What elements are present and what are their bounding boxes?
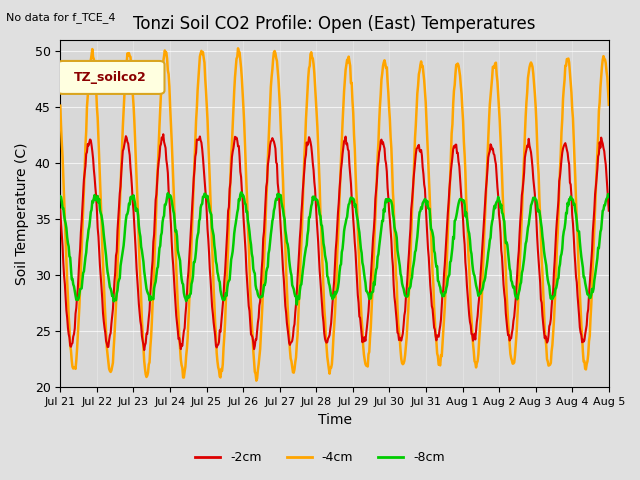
Text: TZ_soilco2: TZ_soilco2: [74, 71, 147, 84]
Title: Tonzi Soil CO2 Profile: Open (East) Temperatures: Tonzi Soil CO2 Profile: Open (East) Temp…: [133, 15, 536, 33]
X-axis label: Time: Time: [317, 413, 351, 427]
Y-axis label: Soil Temperature (C): Soil Temperature (C): [15, 143, 29, 285]
FancyBboxPatch shape: [58, 61, 164, 94]
Text: No data for f_TCE_4: No data for f_TCE_4: [6, 12, 116, 23]
Legend: -2cm, -4cm, -8cm: -2cm, -4cm, -8cm: [190, 446, 450, 469]
